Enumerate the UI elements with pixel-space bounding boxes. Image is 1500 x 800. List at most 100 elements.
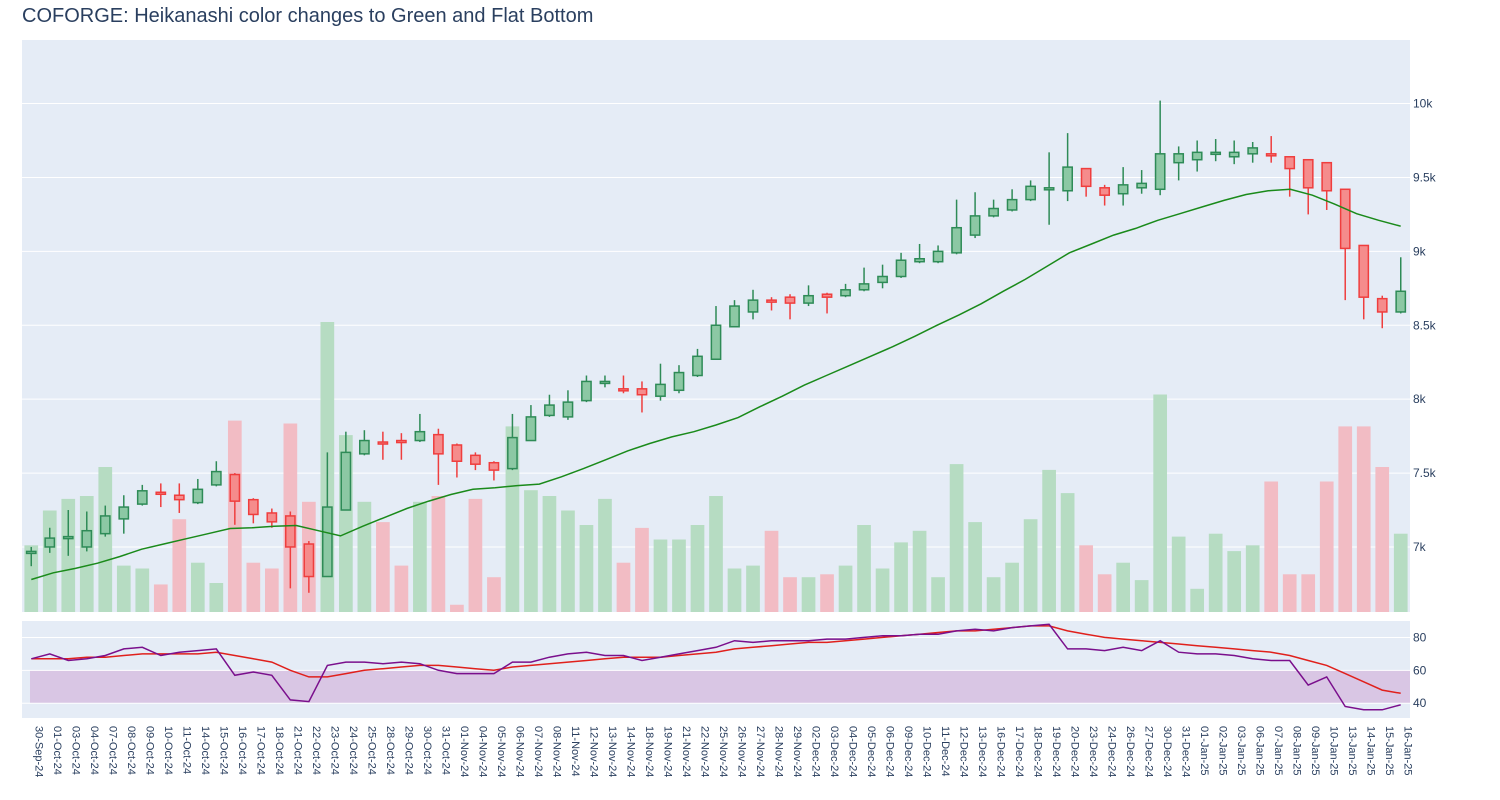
date-tick-label: 09-Jan-25 [1309, 726, 1321, 776]
candle [414, 413, 426, 443]
volume-bar [801, 577, 816, 612]
date-tick-label: 21-Oct-24 [291, 726, 303, 775]
volume-bar [1171, 536, 1186, 612]
candle-body [488, 461, 500, 471]
volume-bar [190, 562, 205, 612]
volume-bar [468, 498, 483, 612]
date-tick-label: 31-Dec-24 [1180, 726, 1192, 777]
candle [1173, 146, 1185, 181]
candle-body [210, 470, 222, 486]
volume-bar [135, 568, 150, 612]
volume-bar [579, 525, 594, 612]
candle [377, 431, 389, 460]
candle [1265, 136, 1277, 163]
date-tick-label: 10-Jan-25 [1328, 726, 1340, 776]
candle [229, 473, 241, 525]
candle-body [340, 451, 352, 511]
date-tick-label: 02-Dec-24 [810, 726, 822, 777]
date-tick-label: 24-Oct-24 [347, 726, 359, 775]
date-tick-label: 05-Nov-24 [495, 726, 507, 777]
candle-body [266, 512, 278, 523]
volume-bar [1208, 533, 1223, 612]
candle [1191, 140, 1203, 172]
candle-body [25, 550, 37, 555]
volume-bar [376, 522, 390, 612]
rsi-tick-label: 40 [1413, 696, 1427, 710]
candle [247, 498, 259, 524]
candle-body [118, 506, 130, 520]
date-tick-label: 03-Oct-24 [69, 726, 81, 775]
date-tick-label: 07-Jan-25 [1272, 726, 1284, 776]
candle-body [1154, 153, 1166, 191]
candle-body [766, 299, 777, 303]
date-tick-label: 26-Nov-24 [736, 726, 748, 777]
date-tick-label: 25-Oct-24 [365, 726, 377, 775]
volume-bar [1042, 469, 1056, 612]
volume-bar [153, 584, 168, 612]
candle-body [1099, 187, 1111, 196]
volume-bar [616, 562, 631, 612]
volume-bar [116, 565, 131, 612]
date-tick-label: 01-Nov-24 [458, 726, 470, 777]
date-tick-label: 09-Dec-24 [902, 726, 914, 777]
volume-bar [857, 525, 871, 612]
candle-body [784, 296, 796, 304]
candle-body [1358, 244, 1370, 298]
candle [1358, 244, 1370, 320]
date-tick-label: 02-Jan-25 [1217, 726, 1229, 776]
date-tick-label: 01-Oct-24 [51, 726, 63, 775]
date-tick-label: 11-Dec-24 [939, 726, 951, 777]
candle [988, 199, 999, 218]
price-tick-label: 10k [1413, 97, 1433, 111]
candle [655, 363, 666, 401]
date-tick-label: 15-Jan-25 [1383, 726, 1395, 776]
candle-body [525, 416, 537, 442]
volume-bar [1023, 519, 1038, 612]
candle [81, 511, 93, 552]
candle [673, 365, 685, 394]
volume-bar [561, 510, 575, 612]
candle [710, 306, 722, 361]
candle [266, 508, 278, 528]
candle [99, 505, 111, 537]
candle-body [1043, 187, 1055, 191]
volume-bar [968, 522, 982, 612]
candle [1025, 180, 1036, 202]
rsi-ma-line [31, 625, 1401, 695]
candle-body [44, 537, 56, 548]
candle [1006, 189, 1018, 212]
rsi-tick-label: 80 [1413, 630, 1427, 644]
candle [433, 428, 444, 485]
candle [284, 511, 296, 589]
volume-bar [1282, 574, 1297, 612]
date-tick-label: 13-Jan-25 [1346, 726, 1358, 776]
date-tick-label: 22-Nov-24 [698, 726, 710, 777]
candle [1376, 295, 1388, 329]
date-tick-label: 13-Dec-24 [976, 726, 988, 777]
volume-bar [820, 574, 834, 612]
date-tick-label: 07-Nov-24 [532, 726, 544, 777]
volume-bar [413, 501, 427, 612]
candle [25, 546, 37, 567]
candle [784, 294, 796, 320]
date-tick-label: 16-Oct-24 [236, 726, 248, 775]
date-tick-label: 01-Jan-25 [1198, 726, 1210, 776]
date-tick-label: 14-Oct-24 [199, 726, 211, 775]
volume-bar [1060, 493, 1075, 612]
candle-body [562, 401, 574, 418]
candle [396, 433, 407, 460]
candle-body [192, 488, 204, 504]
volume-bar [98, 467, 113, 612]
candle-body [969, 215, 981, 236]
ema-line [31, 188, 1401, 581]
candle [1080, 167, 1092, 197]
volume-bar [986, 577, 1001, 612]
date-tick-label: 11-Nov-24 [569, 726, 581, 777]
ema-line-layer [31, 188, 1401, 581]
candle-body [988, 207, 999, 217]
volume-bar [1264, 481, 1279, 612]
rsi-tick-label: 60 [1413, 663, 1427, 677]
candle-body [544, 404, 555, 417]
date-tick-label: 23-Dec-24 [1087, 726, 1099, 777]
candle [1099, 184, 1111, 206]
